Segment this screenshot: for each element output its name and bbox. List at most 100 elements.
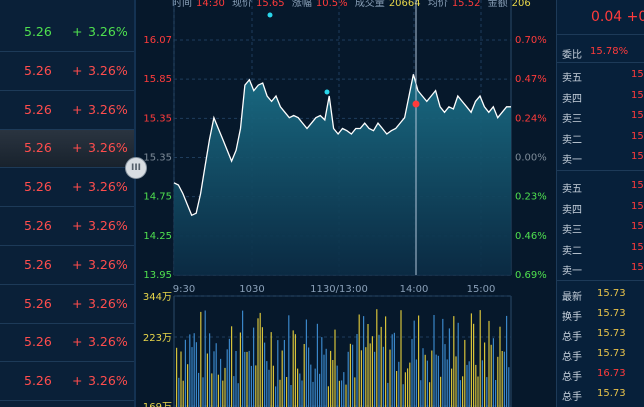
stat-value: 15.73: [597, 288, 626, 299]
row-plus: +: [72, 334, 83, 350]
stock-list-row[interactable]: 5.26 +3.26%: [0, 247, 134, 285]
volume-bar: [352, 344, 354, 407]
stock-list-row[interactable]: 5.26 +3.26%: [0, 208, 134, 246]
order-level-value: 15: [631, 262, 644, 273]
axis-tick-label: 0.47%: [515, 74, 547, 85]
stock-list-row[interactable]: 5.26 +3.26%: [0, 92, 134, 130]
volume-bar: [495, 380, 497, 407]
list-divider: [134, 0, 136, 407]
volume-bar: [486, 377, 488, 407]
row-price: 5.26: [24, 373, 52, 389]
volume-bar: [391, 334, 393, 407]
volume-bar: [334, 329, 336, 407]
row-price: 5.26: [24, 140, 52, 156]
stock-list-row[interactable]: 5.26 +3.26%: [0, 286, 134, 324]
row-change: 3.26%: [88, 140, 128, 156]
row-price: 5.26: [24, 256, 52, 272]
volume-bar: [501, 351, 503, 407]
volume-bar: [473, 323, 475, 407]
volume-bar: [255, 365, 257, 407]
row-plus: +: [72, 218, 83, 233]
row-price: 5.26: [24, 295, 52, 311]
volume-bar: [316, 323, 318, 407]
axis-tick-label: 14.75: [143, 192, 172, 203]
row-plus: +: [72, 140, 83, 156]
row-change: 3.26%: [88, 373, 128, 389]
volume-bar: [338, 380, 340, 407]
volume-bar: [259, 312, 261, 407]
axis-tick-label: 15.85: [143, 74, 172, 85]
volume-bar: [426, 360, 428, 407]
volume-bar: [277, 340, 279, 407]
volume-bar: [266, 361, 268, 407]
volume-bar: [448, 328, 450, 407]
row-plus: +: [72, 256, 83, 272]
volume-bar: [404, 372, 406, 407]
volume-bar: [222, 380, 224, 407]
volume-bar: [270, 332, 272, 407]
volume-bar: [182, 380, 184, 407]
order-level-label: 卖三: [562, 225, 582, 236]
volume-bar: [378, 334, 380, 407]
collapse-handle[interactable]: III: [125, 157, 147, 179]
axis-tick-label: 0.70%: [515, 35, 547, 46]
volume-bar: [376, 309, 378, 407]
volume-bar: [488, 320, 490, 407]
stock-list-row[interactable]: 5.26 +3.26%: [0, 324, 134, 363]
row-change: 3.26%: [88, 256, 128, 272]
intraday-chart[interactable]: 16.07 15.85 15.35 15.35 14.75 14.25 13.95 0.70%…: [136, 0, 556, 407]
row-price: 5.26: [24, 101, 52, 117]
stat-label: 总手: [562, 372, 582, 383]
volume-bar: [286, 377, 288, 407]
volume-bar: [290, 385, 292, 407]
volume-bar: [459, 380, 461, 407]
volume-bar: [409, 362, 411, 407]
order-level-label: 卖一: [562, 266, 582, 277]
stat-value: 15.73: [597, 308, 626, 319]
row-plus: +: [72, 295, 83, 311]
volume-bar: [490, 344, 492, 407]
volume-bar: [367, 324, 369, 407]
stock-list-row[interactable]: 5.26 +3.26%: [0, 130, 134, 169]
volume-bar: [347, 351, 349, 407]
volume-bar: [279, 379, 281, 407]
price-label: 现价: [232, 0, 253, 9]
volume-bar: [305, 319, 307, 407]
volume-bar: [325, 348, 327, 407]
volume-bar: [453, 316, 455, 407]
stock-list-row[interactable]: 5.26 +3.26%: [0, 169, 134, 208]
stock-list-row[interactable]: 5.26 +3.26%: [0, 363, 134, 402]
price-value: 15.65: [256, 0, 285, 9]
volume-bar: [288, 315, 290, 407]
avg-label: 均价: [427, 0, 448, 9]
order-level-value: 15: [631, 89, 644, 101]
stat-label: 总手: [562, 392, 582, 403]
volume-bar: [228, 338, 230, 407]
volume-bar: [508, 367, 510, 407]
order-level-value: 15: [631, 151, 644, 162]
axis-tick-label: 14.25: [143, 231, 172, 242]
stat-label: 最新: [562, 292, 582, 303]
row-change: 3.26%: [88, 334, 128, 350]
stock-list-row[interactable]: 5.26 +3.26%: [0, 14, 134, 52]
volume-bar: [312, 381, 314, 407]
stock-list: 5.26 +3.26% 5.26 +3.26% 5.26 +3.26% 5.26 +3.26%…: [0, 0, 134, 407]
volume-bar: [250, 365, 252, 407]
chart-panel: 时间 14:30 现价 15.65 涨幅 10.5% 成交量 20664 均价 15.52…: [136, 0, 556, 407]
volume-bar: [492, 338, 494, 407]
stock-list-row[interactable]: 5.26 +3.26%: [0, 53, 134, 91]
volume-bar: [332, 360, 334, 407]
volume-bar: [477, 376, 479, 407]
time-label: 时间: [172, 0, 192, 9]
volume-bar: [411, 339, 413, 407]
volume-bar: [433, 315, 435, 407]
row-change: 3.26%: [88, 179, 128, 195]
volume-bar: [349, 343, 351, 407]
price-area: [174, 74, 511, 275]
volume-bar: [242, 310, 244, 407]
volume-bar: [343, 372, 345, 407]
divider: [557, 170, 644, 171]
axis-tick-label: 0.23%: [515, 192, 547, 203]
volume-bar: [301, 380, 303, 407]
row-change: 3.26%: [88, 295, 128, 311]
